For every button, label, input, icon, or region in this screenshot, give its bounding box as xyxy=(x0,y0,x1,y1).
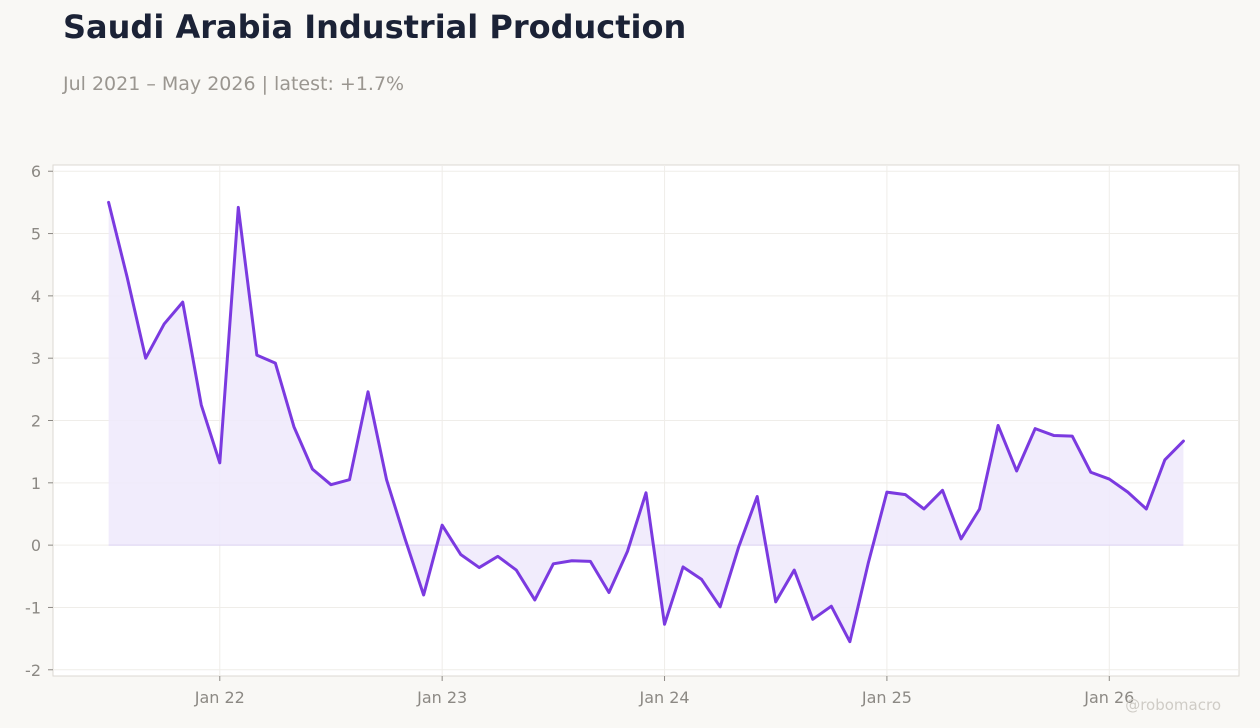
y-tick-label: -2 xyxy=(25,661,41,680)
y-tick-label: 6 xyxy=(31,162,41,181)
y-axis: -2 -1 0 1 2 3 4 5 6 xyxy=(25,162,53,680)
series-area-fill xyxy=(108,202,1184,642)
x-tick-label: Jan 23 xyxy=(416,688,467,707)
series-line xyxy=(107,200,1185,644)
x-tick-label: Jan 26 xyxy=(1083,688,1134,707)
x-tick-label: Jan 25 xyxy=(861,688,912,707)
y-tick-label: -1 xyxy=(25,598,41,617)
x-tick-label: Jan 24 xyxy=(638,688,689,707)
y-tick-label: 0 xyxy=(31,536,41,555)
x-axis: Jan 22 Jan 23 Jan 24 Jan 25 Jan 26 xyxy=(194,676,1134,707)
x-tick-label: Jan 22 xyxy=(194,688,245,707)
y-tick-label: 2 xyxy=(31,412,41,431)
y-tick-label: 4 xyxy=(31,287,41,306)
y-tick-label: 3 xyxy=(31,349,41,368)
y-tick-label: 5 xyxy=(31,225,41,244)
page-subtitle: Jul 2021 – May 2026 | latest: +1.7% xyxy=(63,73,405,95)
watermark: @robomacro xyxy=(1125,696,1221,714)
y-tick-label: 1 xyxy=(31,474,41,493)
page-title: Saudi Arabia Industrial Production xyxy=(63,8,687,46)
